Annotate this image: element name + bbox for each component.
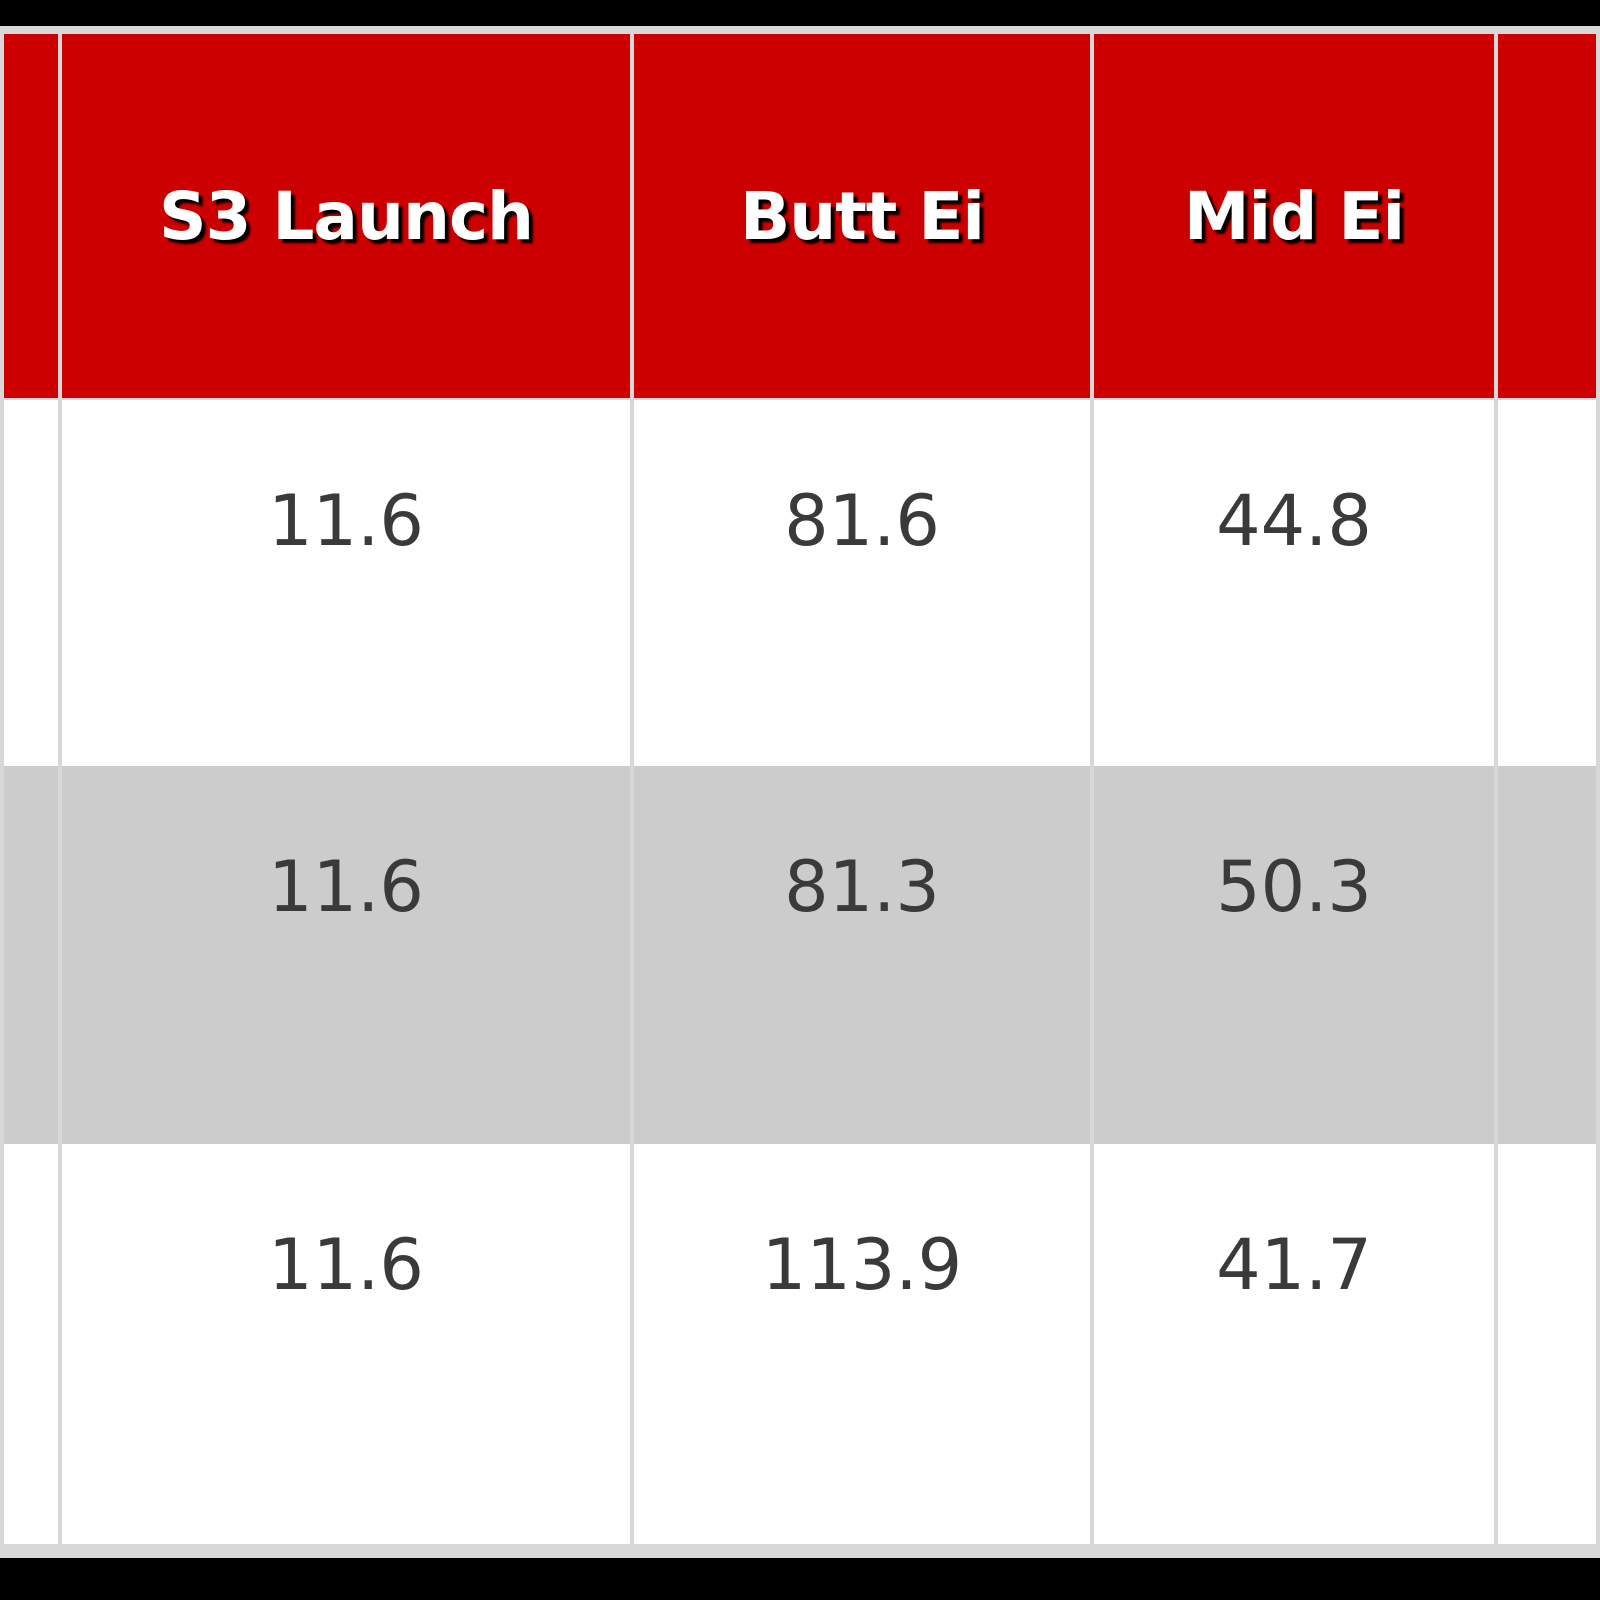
column-header xyxy=(1498,34,1596,398)
table-cell: 11.6 xyxy=(62,398,630,766)
table-cell xyxy=(4,766,58,1144)
table-cell xyxy=(4,398,58,766)
header-row: S3 Launch Butt Ei Mid Ei xyxy=(4,34,1596,398)
table-cell xyxy=(1498,1144,1596,1544)
column-header-butt-ei: Butt Ei xyxy=(634,34,1090,398)
table-cell: 41.7 xyxy=(1094,1144,1494,1544)
table-cell: 50.3 xyxy=(1094,766,1494,1144)
table-row: 11.6 81.3 50.3 xyxy=(4,766,1596,1144)
table-cell: 11.6 xyxy=(62,1144,630,1544)
table-cell xyxy=(1498,398,1596,766)
specs-table: S3 Launch Butt Ei Mid Ei 11.6 81.6 44.8 … xyxy=(0,34,1600,1544)
table-container: S3 Launch Butt Ei Mid Ei 11.6 81.6 44.8 … xyxy=(0,26,1600,1558)
table-cell xyxy=(4,1144,58,1544)
column-header xyxy=(4,34,58,398)
table-row: 11.6 81.6 44.8 xyxy=(4,398,1596,766)
table-cell: 81.6 xyxy=(634,398,1090,766)
table-cell: 44.8 xyxy=(1094,398,1494,766)
table-cell: 11.6 xyxy=(62,766,630,1144)
table-row: 11.6 113.9 41.7 xyxy=(4,1144,1596,1544)
table-cell: 81.3 xyxy=(634,766,1090,1144)
column-header-mid-ei: Mid Ei xyxy=(1094,34,1494,398)
column-header-s3-launch: S3 Launch xyxy=(62,34,630,398)
table-cell xyxy=(1498,766,1596,1144)
table-cell: 113.9 xyxy=(634,1144,1090,1544)
